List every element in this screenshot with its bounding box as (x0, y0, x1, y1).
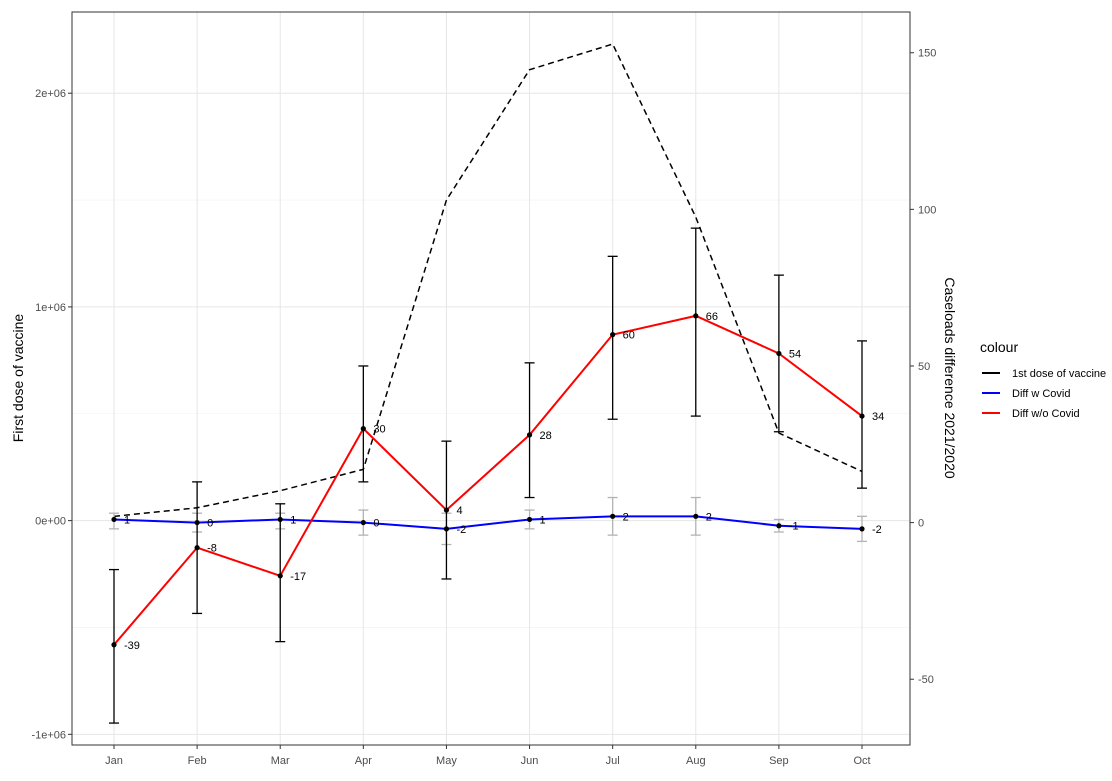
data-label: 1 (290, 514, 296, 526)
data-point (277, 573, 283, 579)
y-right-tick-label: 0 (918, 518, 924, 530)
x-tick-label: Mar (271, 755, 290, 767)
data-label: 1 (540, 514, 546, 526)
data-point (360, 426, 366, 432)
x-tick-label: May (436, 755, 457, 767)
data-point (610, 513, 616, 519)
data-label: 60 (623, 330, 635, 342)
data-point (859, 526, 865, 532)
data-point (360, 519, 366, 526)
y-axis-right-title: Caseloads difference 2021/2020 (942, 277, 958, 479)
y-right-tick-label: -50 (918, 674, 934, 686)
y-left-tick-label: 1e+06 (35, 302, 66, 314)
grid-lines (72, 12, 910, 745)
data-label: 1 (124, 514, 130, 526)
data-label: 0 (373, 518, 379, 530)
data-point (776, 523, 782, 529)
x-tick-label: Jun (521, 755, 539, 767)
x-tick-label: Feb (188, 755, 207, 767)
panel-border (71, 11, 911, 746)
data-label: -39 (124, 640, 140, 652)
data-point (443, 526, 450, 532)
data-point (111, 516, 117, 523)
data-point (610, 332, 616, 338)
series-layer: 1 0 1 0 -2 1 2 2 -1 -2 -39 -8 -17 30 4 28 60 66 54 34 (109, 43, 884, 724)
data-label: 0 (207, 518, 213, 530)
y-axis-left-title: First dose of vaccine (10, 314, 26, 443)
x-tick-label: Jul (606, 755, 620, 767)
y-right-tick-label: 150 (918, 48, 936, 60)
data-label: 30 (373, 424, 385, 436)
x-tick-label: Aug (686, 755, 706, 767)
data-point (693, 313, 699, 319)
y-left-tick-label: -1e+06 (31, 729, 66, 741)
data-label: -2 (872, 524, 882, 536)
y-right-tick-label: 50 (918, 361, 930, 373)
data-label: -1 (789, 521, 799, 533)
data-label: 66 (706, 311, 718, 323)
data-label: -2 (456, 524, 466, 536)
legend-title: colour (980, 339, 1018, 355)
data-label: 4 (456, 505, 462, 517)
y-left-tick-label: 0e+00 (35, 516, 66, 528)
data-point (194, 545, 200, 551)
series-line-diff-w-covid (113, 515, 863, 530)
data-label: -8 (207, 543, 217, 555)
series-line-vaccine (113, 43, 863, 518)
x-tick-label: Apr (355, 755, 372, 767)
data-point (776, 350, 782, 357)
legend-label: Diff w/o Covid (1012, 408, 1080, 420)
legend: colour 1st dose of vaccine Diff w Covid Di… (980, 339, 1106, 420)
data-point (693, 513, 699, 519)
legend-label: 1st dose of vaccine (1012, 368, 1106, 380)
data-label: 2 (623, 511, 629, 523)
data-point (194, 519, 200, 526)
legend-label: Diff w Covid (1012, 388, 1070, 400)
data-point (859, 413, 865, 419)
data-point (526, 516, 533, 523)
x-tick-label: Jan (105, 755, 123, 767)
data-label: 54 (789, 348, 801, 360)
y-right-tick-label: 100 (918, 204, 936, 216)
y-left-tick-label: 2e+06 (35, 88, 66, 100)
data-point (277, 516, 283, 523)
data-point (443, 507, 450, 513)
data-label: 2 (706, 511, 712, 523)
x-tick-label: Sep (769, 755, 789, 767)
data-label: 34 (872, 411, 884, 423)
series-line-diff-wo-covid (113, 314, 863, 646)
data-label: 28 (540, 430, 552, 442)
data-label: -17 (290, 571, 306, 583)
x-tick-label: Oct (853, 755, 870, 767)
data-point (111, 642, 117, 648)
data-point (526, 432, 533, 438)
